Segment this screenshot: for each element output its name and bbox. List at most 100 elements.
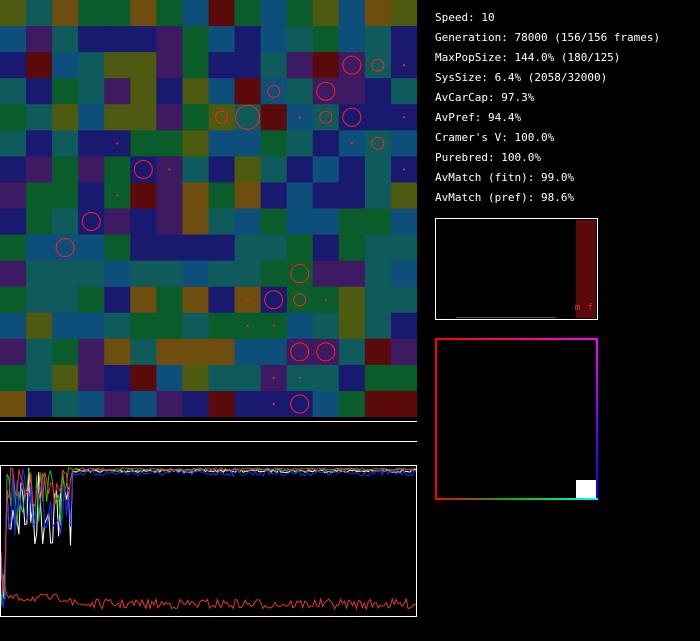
grid-cell[interactable] <box>208 130 236 157</box>
grid-cell[interactable] <box>390 130 417 157</box>
grid-cell[interactable] <box>364 390 392 417</box>
grid-cell[interactable] <box>260 338 288 366</box>
grid-cell[interactable] <box>78 0 105 27</box>
grid-cell[interactable] <box>130 390 157 417</box>
grid-cell[interactable] <box>364 234 392 262</box>
grid-cell[interactable] <box>156 286 183 314</box>
grid-cell[interactable] <box>208 390 236 417</box>
grid-cell[interactable] <box>52 26 79 53</box>
grid-cell[interactable] <box>0 182 27 209</box>
grid-cell[interactable] <box>390 312 417 340</box>
grid-cell[interactable] <box>338 0 366 27</box>
grid-cell[interactable] <box>104 312 131 340</box>
grid-cell[interactable] <box>390 182 417 209</box>
grid-cell[interactable] <box>26 0 53 27</box>
grid-cell[interactable] <box>208 52 236 79</box>
grid-cell[interactable] <box>52 208 79 236</box>
grid-cell[interactable] <box>312 182 340 209</box>
grid-cell[interactable] <box>0 260 27 288</box>
grid-cell[interactable] <box>26 208 53 236</box>
grid-cell[interactable] <box>364 182 392 209</box>
grid-cell[interactable] <box>286 130 314 157</box>
grid-cell[interactable] <box>130 234 157 262</box>
grid-cell[interactable] <box>182 52 209 79</box>
grid-cell[interactable] <box>78 104 105 131</box>
grid-cell[interactable] <box>182 208 209 236</box>
grid-cell[interactable] <box>338 312 366 340</box>
grid-cell[interactable] <box>234 52 262 79</box>
grid-cell[interactable] <box>26 338 53 366</box>
grid-cell[interactable] <box>130 130 157 157</box>
grid-cell[interactable] <box>52 312 79 340</box>
grid-cell[interactable] <box>156 182 183 209</box>
grid-cell[interactable] <box>52 390 79 417</box>
grid-cell[interactable] <box>234 130 262 157</box>
grid-cell[interactable] <box>234 208 262 236</box>
grid-cell[interactable] <box>182 260 209 288</box>
grid-cell[interactable] <box>156 338 183 366</box>
grid-cell[interactable] <box>26 182 53 209</box>
grid-cell[interactable] <box>78 312 105 340</box>
grid-cell[interactable] <box>182 0 209 27</box>
grid-cell[interactable] <box>26 78 53 105</box>
grid-cell[interactable] <box>260 182 288 209</box>
grid-cell[interactable] <box>312 312 340 340</box>
grid-cell[interactable] <box>78 338 105 366</box>
grid-cell[interactable] <box>52 0 79 27</box>
grid-cell[interactable] <box>78 286 105 314</box>
grid-cell[interactable] <box>390 390 417 417</box>
grid-cell[interactable] <box>260 260 288 288</box>
grid-cell[interactable] <box>338 234 366 262</box>
grid-cell[interactable] <box>260 52 288 79</box>
grid-cell[interactable] <box>364 312 392 340</box>
grid-cell[interactable] <box>286 286 314 314</box>
grid-cell[interactable] <box>156 26 183 53</box>
grid-cell[interactable] <box>52 260 79 288</box>
grid-cell[interactable] <box>260 156 288 183</box>
grid-cell[interactable] <box>156 52 183 79</box>
grid-cell[interactable] <box>0 390 27 417</box>
grid-cell[interactable] <box>208 78 236 105</box>
grid-cell[interactable] <box>338 208 366 236</box>
grid-cell[interactable] <box>182 312 209 340</box>
grid-cell[interactable] <box>208 0 236 27</box>
grid-cell[interactable] <box>130 208 157 236</box>
grid-cell[interactable] <box>260 78 288 105</box>
grid-cell[interactable] <box>234 234 262 262</box>
grid-cell[interactable] <box>156 390 183 417</box>
grid-cell[interactable] <box>104 390 131 417</box>
grid-cell[interactable] <box>130 78 157 105</box>
grid-cell[interactable] <box>390 364 417 392</box>
grid-cell[interactable] <box>260 104 288 131</box>
grid-cell[interactable] <box>338 390 366 417</box>
grid-cell[interactable] <box>156 234 183 262</box>
grid-cell[interactable] <box>364 364 392 392</box>
grid-cell[interactable] <box>286 208 314 236</box>
grid-cell[interactable] <box>364 208 392 236</box>
grid-cell[interactable] <box>26 26 53 53</box>
grid-cell[interactable] <box>78 390 105 417</box>
grid-cell[interactable] <box>0 26 27 53</box>
grid-cell[interactable] <box>52 104 79 131</box>
grid-cell[interactable] <box>208 364 236 392</box>
grid-cell[interactable] <box>182 156 209 183</box>
grid-cell[interactable] <box>182 26 209 53</box>
population-grid-canvas[interactable] <box>0 0 417 417</box>
grid-cell[interactable] <box>182 338 209 366</box>
grid-cell[interactable] <box>234 390 262 417</box>
grid-cell[interactable] <box>260 0 288 27</box>
grid-cell[interactable] <box>234 338 262 366</box>
grid-cell[interactable] <box>260 234 288 262</box>
grid-cell[interactable] <box>52 156 79 183</box>
grid-cell[interactable] <box>234 156 262 183</box>
grid-cell[interactable] <box>104 234 131 262</box>
grid-cell[interactable] <box>104 156 131 183</box>
grid-cell[interactable] <box>130 286 157 314</box>
grid-cell[interactable] <box>182 130 209 157</box>
grid-cell[interactable] <box>104 104 131 131</box>
grid-cell[interactable] <box>104 78 131 105</box>
grid-cell[interactable] <box>130 260 157 288</box>
grid-cell[interactable] <box>208 338 236 366</box>
grid-cell[interactable] <box>312 390 340 417</box>
grid-cell[interactable] <box>182 234 209 262</box>
